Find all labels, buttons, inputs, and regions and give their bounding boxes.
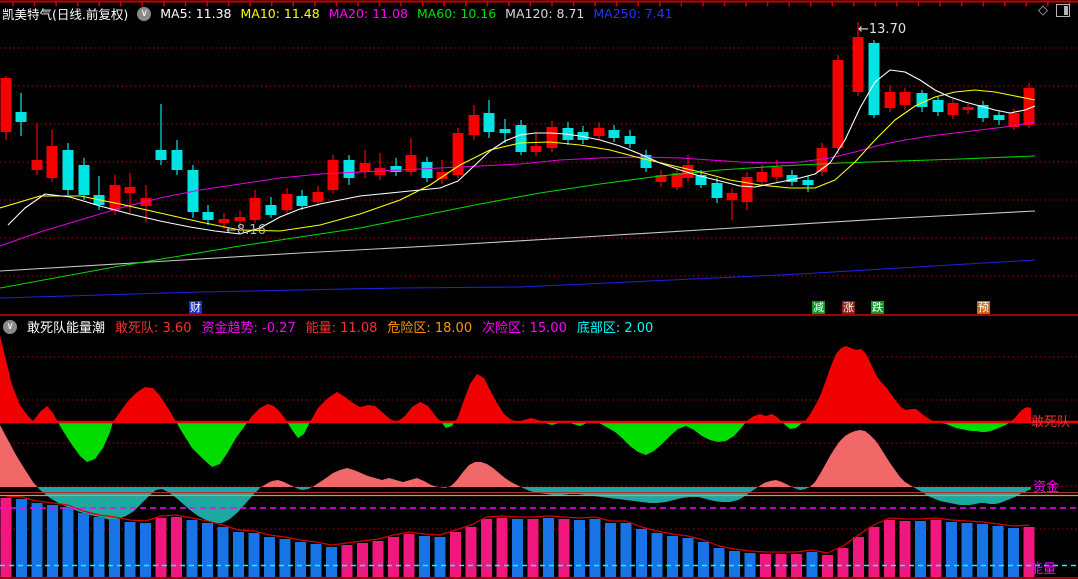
indicator-field: 底部区: 2.00 xyxy=(576,321,654,336)
ma-label: MA250: 7.41 xyxy=(593,6,673,21)
event-marker[interactable]: 跌 xyxy=(871,301,884,314)
ma-labels-row: MA5: 11.38 MA10: 11.48 MA20: 11.08 MA60: 10… xyxy=(160,6,681,21)
window-panel-icon[interactable] xyxy=(1056,4,1070,17)
ma-label: MA20: 11.08 xyxy=(328,6,408,21)
ma-label: MA5: 11.38 xyxy=(160,6,232,21)
ma-label: MA60: 10.16 xyxy=(416,6,497,21)
ma-label: MA10: 11.48 xyxy=(240,6,320,21)
series-label: 敢死队 xyxy=(1031,415,1071,430)
indicator-header: ∨ 敢死队能量潮 敢死队: 3.60 资金趋势: -0.27 能量: 11.08 危险… xyxy=(3,317,663,336)
event-marker[interactable]: 涨 xyxy=(842,301,855,314)
indicator-field: 能量: 11.08 xyxy=(305,321,378,336)
indicator-field: 危险区: 18.00 xyxy=(387,321,473,336)
event-marker[interactable]: 减 xyxy=(812,301,825,314)
indicator-fields: 敢死队: 3.60 资金趋势: -0.27 能量: 11.08 危险区: 18.00 次… xyxy=(115,317,663,336)
event-marker[interactable]: 预 xyxy=(977,301,990,314)
titlebar-icons: ◇ xyxy=(1038,4,1070,17)
indicator-field: 次险区: 15.00 xyxy=(482,321,567,336)
event-marker[interactable]: 财 xyxy=(189,301,202,314)
stock-title: 凯美特气(日线.前复权) xyxy=(2,7,129,22)
diamond-icon[interactable]: ◇ xyxy=(1038,3,1048,18)
price-annotation: ←8.16 xyxy=(226,223,266,238)
indicator-field: 资金趋势: -0.27 xyxy=(201,321,296,336)
series-label: 能量 xyxy=(1030,562,1057,577)
series-label: 资金 xyxy=(1033,480,1060,495)
chevron-down-icon[interactable]: ∨ xyxy=(137,6,152,21)
indicator-field: 敢死队: 3.60 xyxy=(115,321,192,336)
title-bar: 凯美特气(日线.前复权) ∨ MA5: 11.38 MA10: 11.48 MA20… xyxy=(2,4,682,23)
ma-label: MA120: 8.71 xyxy=(505,6,585,21)
indicator-name: 敢死队能量潮 xyxy=(27,321,106,336)
chevron-down-icon[interactable]: ∨ xyxy=(3,319,17,334)
price-annotation: ←13.70 xyxy=(858,22,906,37)
